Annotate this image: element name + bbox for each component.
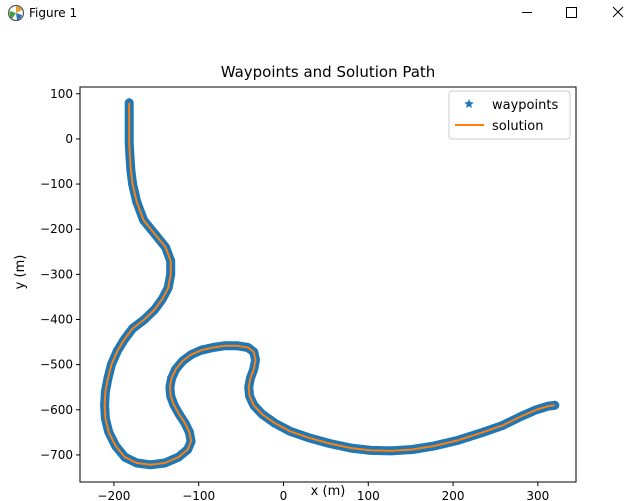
legend-box xyxy=(448,90,571,140)
y-tick-label: −300 xyxy=(40,267,73,281)
y-tick-label: −100 xyxy=(40,177,73,191)
x-tick-label: 200 xyxy=(442,489,465,501)
legend-waypoints-marker xyxy=(464,99,474,109)
axes-frame xyxy=(79,86,577,483)
close-icon xyxy=(612,6,624,18)
x-tick-label: 0 xyxy=(280,489,288,501)
x-tick-label: 100 xyxy=(357,489,380,501)
close-button[interactable] xyxy=(595,0,641,27)
waypoints-band xyxy=(100,98,560,470)
legend-waypoints-label: waypoints xyxy=(492,98,558,113)
waypoint-marker xyxy=(550,400,560,410)
title-bar: Figure 1 xyxy=(0,0,641,27)
x-tick-label: 300 xyxy=(526,489,549,501)
y-tick-label: −500 xyxy=(40,358,73,372)
x-tick-label: −200 xyxy=(97,489,130,501)
window-title: Figure 1 xyxy=(29,6,78,20)
matplotlib-icon xyxy=(7,4,25,22)
minimize-button[interactable] xyxy=(504,0,550,27)
y-tick-label: 100 xyxy=(50,87,73,101)
maximize-button[interactable] xyxy=(549,0,595,27)
figure-canvas: Waypoints and Solution Path −200 −100 0 100… xyxy=(13,63,577,501)
y-tick-label: −200 xyxy=(40,222,73,236)
maximize-icon xyxy=(566,7,577,18)
y-tick-label: −400 xyxy=(40,312,73,326)
y-tick-label: 0 xyxy=(65,132,73,146)
x-tick-label: −100 xyxy=(182,489,215,501)
solution-line xyxy=(103,102,555,466)
x-axis: −200 −100 0 100 200 300 xyxy=(97,482,549,501)
y-axis: 100 0 −100 −200 −300 −400 −500 −600 −700 xyxy=(40,87,80,462)
plot-area xyxy=(99,97,560,470)
legend-solution-label: solution xyxy=(492,119,543,134)
legend: waypoints solution xyxy=(448,90,571,140)
y-tick-label: −700 xyxy=(40,448,73,462)
waypoint-marker xyxy=(124,97,134,107)
y-axis-label: y (m) xyxy=(13,255,28,290)
x-axis-label: x (m) xyxy=(311,484,346,499)
chart-title: Waypoints and Solution Path xyxy=(221,63,436,81)
y-tick-label: −600 xyxy=(40,403,73,417)
